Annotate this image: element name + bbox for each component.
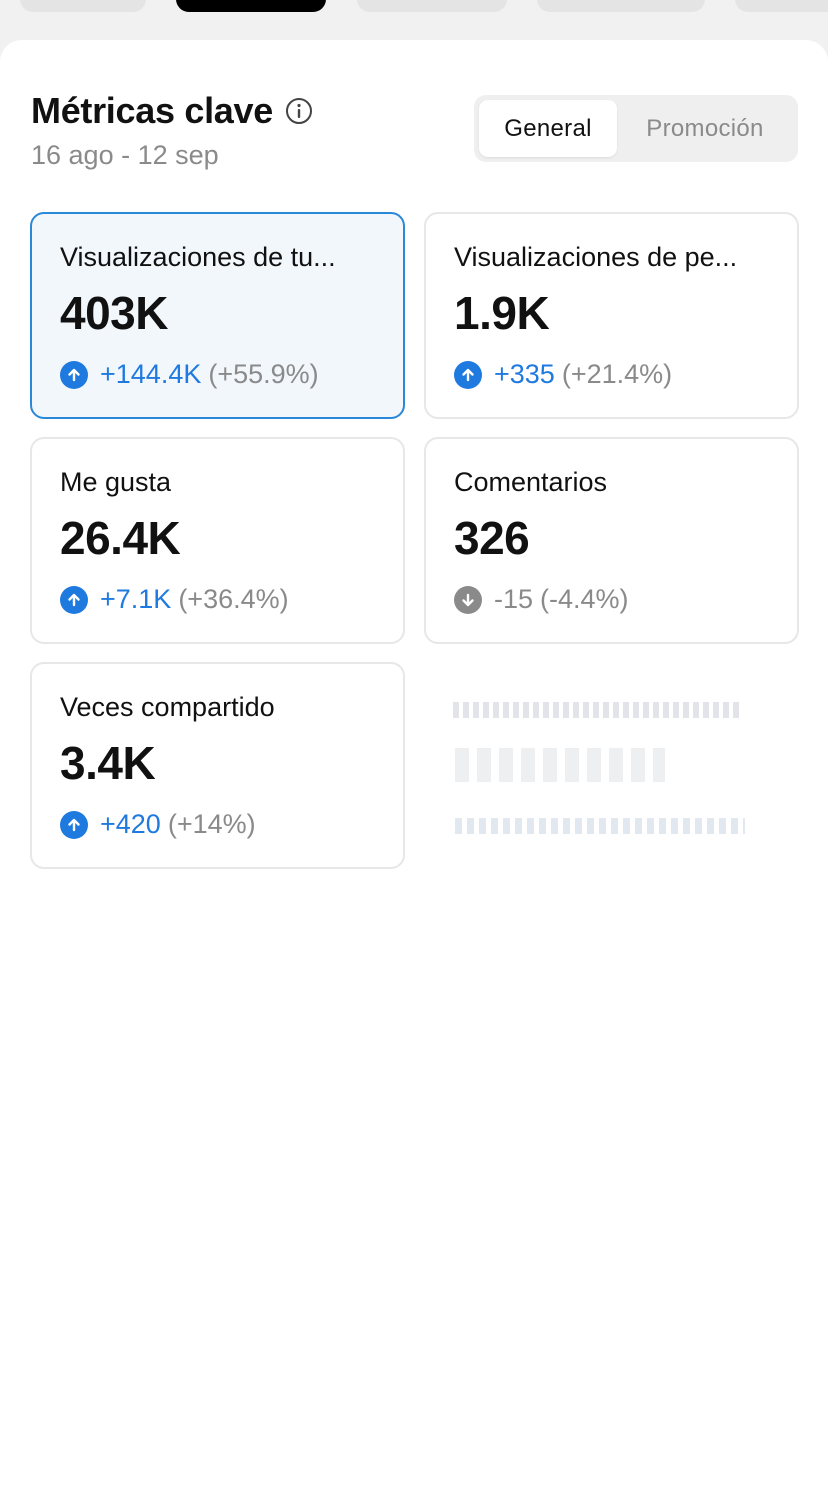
delta-percent: (+36.4%) <box>178 584 289 614</box>
info-icon[interactable] <box>285 97 313 125</box>
delta-percent: (+14%) <box>167 809 256 839</box>
top-tab[interactable] <box>735 0 828 12</box>
metric-card-comments[interactable]: Comentarios 326 -15 (-4.4%) <box>424 437 799 644</box>
placeholder-line <box>455 818 745 834</box>
delta-percent: (+55.9%) <box>208 359 319 389</box>
metric-card-likes[interactable]: Me gusta 26.4K +7.1K (+36.4%) <box>30 437 405 644</box>
metric-card-shares[interactable]: Veces compartido 3.4K +420 (+14%) <box>30 662 405 869</box>
arrow-up-circle-icon <box>60 360 88 389</box>
segment-general[interactable]: General <box>479 100 617 157</box>
top-tab-active[interactable] <box>176 0 326 12</box>
metric-delta: +7.1K (+36.4%) <box>60 584 289 615</box>
top-tab[interactable] <box>537 0 705 12</box>
top-tab[interactable] <box>357 0 507 12</box>
metric-label: Visualizaciones de pe... <box>454 242 738 272</box>
metric-value: 26.4K <box>60 512 181 564</box>
arrow-up-circle-icon <box>454 360 482 389</box>
delta-absolute: +335 <box>494 359 555 389</box>
placeholder-line <box>453 702 743 718</box>
delta-absolute: +7.1K <box>100 584 172 614</box>
metric-label: Visualizaciones de tu... <box>60 242 336 272</box>
delta-percent: (-4.4%) <box>540 584 629 614</box>
metric-card-views-profile[interactable]: Visualizaciones de pe... 1.9K +335 (+21.… <box>424 212 799 419</box>
top-tab[interactable] <box>20 0 146 12</box>
metric-value: 1.9K <box>454 287 550 339</box>
metric-delta: +420 (+14%) <box>60 809 256 840</box>
metric-card-placeholder <box>425 662 799 869</box>
arrow-up-circle-icon <box>60 810 88 839</box>
metric-value: 3.4K <box>60 737 156 789</box>
segmented-control: General Promoción <box>474 95 798 162</box>
delta-absolute: -15 <box>494 584 534 614</box>
metric-label: Me gusta <box>60 467 172 497</box>
delta-absolute: +420 <box>100 809 161 839</box>
delta-absolute: +144.4K <box>100 359 202 389</box>
metric-delta: +335 (+21.4%) <box>454 359 672 390</box>
metric-label: Veces compartido <box>60 692 275 722</box>
title-row: Métricas clave <box>31 90 313 132</box>
delta-percent: (+21.4%) <box>561 359 673 389</box>
date-range: 16 ago - 12 sep <box>31 140 219 170</box>
metric-label: Comentarios <box>454 467 608 497</box>
metric-value: 403K <box>60 287 168 339</box>
placeholder-line <box>455 748 665 782</box>
page-title: Métricas clave <box>31 90 273 131</box>
metric-delta: +144.4K (+55.9%) <box>60 359 319 390</box>
metric-card-views-content[interactable]: Visualizaciones de tu... 403K +144.4K (+… <box>30 212 405 419</box>
segment-promocion[interactable]: Promoción <box>646 114 764 142</box>
arrow-up-circle-icon <box>60 585 88 614</box>
metric-value: 326 <box>454 512 530 564</box>
arrow-down-circle-icon <box>454 585 482 614</box>
top-tab-bar <box>0 0 828 40</box>
metric-delta: -15 (-4.4%) <box>454 584 629 615</box>
